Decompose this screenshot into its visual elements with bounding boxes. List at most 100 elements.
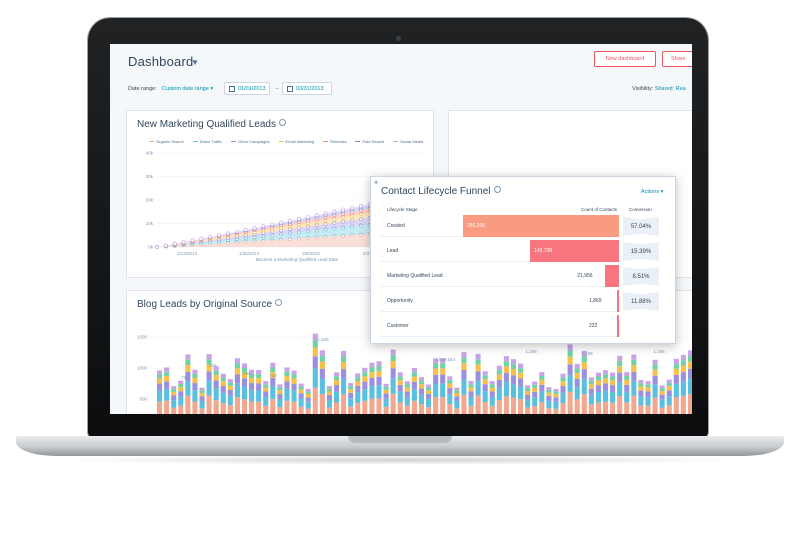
funnel-row[interactable]: Customer 222 bbox=[381, 315, 621, 337]
bar-segment bbox=[397, 372, 403, 377]
funnel-row[interactable]: Opportunity 1,869 bbox=[381, 290, 621, 312]
series-point bbox=[314, 223, 319, 228]
drag-handle-icon[interactable]: ✥ bbox=[374, 180, 379, 186]
bar-segment bbox=[468, 405, 474, 414]
share-button[interactable]: Share bbox=[662, 51, 692, 67]
legend-item[interactable]: Referrals bbox=[323, 139, 346, 144]
bar-segment bbox=[185, 371, 191, 382]
bar-segment bbox=[454, 387, 460, 391]
bar-segment bbox=[263, 397, 269, 406]
bar-segment bbox=[341, 369, 347, 379]
bar-segment bbox=[298, 406, 304, 414]
bar-segment bbox=[447, 394, 453, 405]
start-date-input[interactable]: 01/01/2013 bbox=[224, 82, 270, 95]
series-point bbox=[314, 228, 319, 233]
bar-segment bbox=[461, 379, 467, 395]
bar-segment bbox=[411, 372, 417, 377]
chevron-down-icon: ▾ bbox=[660, 189, 664, 195]
funnel-conversion-rate: 8.51% bbox=[623, 267, 659, 286]
bar-segment bbox=[312, 347, 318, 357]
bar-segment bbox=[631, 395, 637, 414]
legend-item[interactable]: Other Campaigns bbox=[231, 139, 270, 144]
bar-segment bbox=[241, 386, 248, 400]
bar-segment bbox=[461, 370, 467, 380]
info-icon[interactable] bbox=[275, 299, 283, 306]
bar-segment bbox=[631, 371, 637, 382]
legend-item[interactable]: Paid Search bbox=[355, 139, 384, 144]
info-icon[interactable] bbox=[493, 186, 501, 193]
bar-segment bbox=[171, 386, 177, 389]
bar-segment bbox=[673, 358, 679, 364]
legend-item[interactable]: Organic Search bbox=[149, 139, 184, 144]
bar-segment bbox=[369, 372, 375, 378]
bar-segment bbox=[687, 361, 692, 369]
bar-segment bbox=[192, 383, 198, 391]
bar-value-label: 712 bbox=[269, 373, 277, 378]
new-dashboard-button[interactable]: New dashboard bbox=[594, 51, 656, 67]
legend-item[interactable]: Social Media bbox=[393, 139, 423, 144]
visibility[interactable]: Visibility: Shared: Rea bbox=[632, 86, 692, 92]
bar-segment bbox=[249, 377, 255, 384]
bar-segment bbox=[348, 389, 354, 393]
x-tick-label: 2/9/2013 bbox=[302, 251, 320, 256]
bar-segment bbox=[390, 355, 396, 362]
legend-label: Organic Search bbox=[156, 139, 184, 144]
bar-segment bbox=[468, 391, 474, 397]
end-date-input[interactable]: 03/31/2013 bbox=[282, 82, 332, 95]
series-point bbox=[270, 233, 275, 238]
date-range-select[interactable]: Custom date range ▾ bbox=[162, 86, 213, 92]
series-point bbox=[288, 231, 292, 236]
end-date-value: 03/31/2013 bbox=[296, 85, 324, 92]
series-point bbox=[305, 224, 310, 229]
bar-segment bbox=[645, 397, 651, 406]
funnel-row[interactable]: Created 250,206 bbox=[381, 215, 621, 237]
series-point bbox=[359, 217, 363, 221]
legend-item[interactable]: Email Marketing bbox=[278, 139, 314, 144]
bar-segment bbox=[482, 402, 488, 414]
bar-segment bbox=[567, 356, 573, 365]
bar-segment bbox=[595, 385, 601, 392]
bar-segment bbox=[539, 384, 545, 392]
funnel-bar bbox=[463, 215, 619, 237]
series-point bbox=[243, 239, 248, 244]
bar-segment bbox=[461, 352, 467, 358]
funnel-row[interactable]: Marketing Qualified Lead 21,956 bbox=[381, 265, 621, 287]
bar-segment bbox=[234, 368, 240, 375]
bar-segment bbox=[199, 387, 205, 391]
series-point bbox=[332, 234, 337, 239]
bar-segment bbox=[355, 373, 361, 378]
series-point bbox=[270, 222, 275, 227]
actions-dropdown[interactable]: Actions ▾ bbox=[641, 189, 663, 195]
filter-bar: Date range: Custom date range ▾ 01/01/20… bbox=[128, 82, 688, 96]
bar-segment bbox=[624, 372, 630, 376]
chevron-down-icon: ▾ bbox=[210, 86, 214, 92]
dashboard-title-dropdown[interactable]: Dashboard bbox=[128, 54, 194, 69]
bar-segment bbox=[241, 367, 248, 373]
chevron-down-icon[interactable]: ▼ bbox=[191, 58, 199, 67]
bar-segment bbox=[581, 362, 587, 370]
funnel-count: 250,206 bbox=[467, 223, 486, 229]
bar-segment bbox=[319, 368, 325, 379]
info-icon[interactable] bbox=[278, 119, 286, 126]
series-point bbox=[296, 216, 301, 221]
bar-segment bbox=[610, 402, 616, 414]
series-point bbox=[252, 226, 257, 230]
bar-segment bbox=[617, 366, 623, 373]
bar-segment bbox=[249, 401, 255, 414]
bar-segment bbox=[234, 397, 240, 414]
legend-item[interactable]: Direct Traffic bbox=[192, 139, 222, 144]
bar-segment bbox=[482, 384, 488, 392]
y-tick-label: 1000 bbox=[137, 366, 148, 371]
bar-segment bbox=[560, 403, 566, 414]
bar-segment bbox=[178, 387, 184, 392]
bar-segment bbox=[518, 399, 524, 414]
bar-segment bbox=[553, 394, 559, 398]
bar-segment bbox=[171, 407, 177, 414]
bar-segment bbox=[206, 380, 212, 396]
bar-segment bbox=[447, 404, 453, 414]
funnel-row[interactable]: Lead 142,738 bbox=[381, 240, 621, 262]
bar-segment bbox=[659, 385, 665, 389]
funnel-conversion-rate: 11.88% bbox=[623, 292, 659, 311]
x-tick-label: 1/26/2013 bbox=[239, 251, 260, 256]
bar-segment bbox=[390, 361, 396, 369]
